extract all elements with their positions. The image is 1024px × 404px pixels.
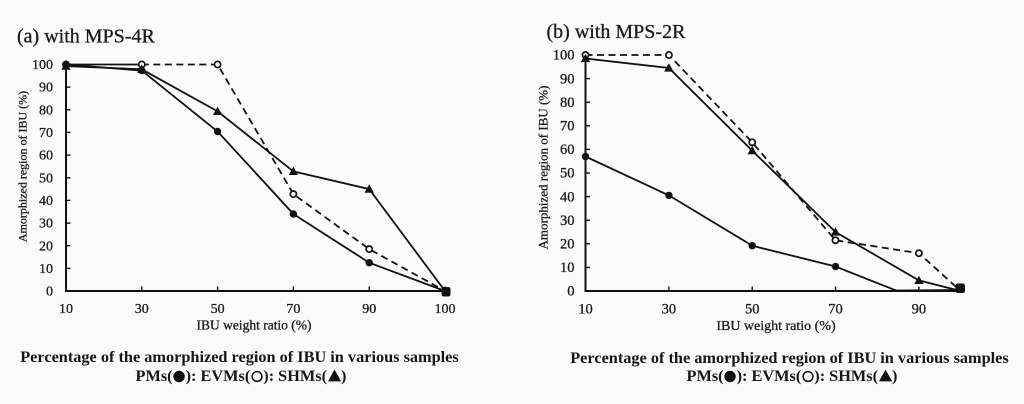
svg-text:80: 80 — [560, 95, 575, 111]
svg-text:50: 50 — [745, 302, 760, 318]
svg-text:50: 50 — [39, 171, 53, 186]
svg-text:70: 70 — [828, 302, 843, 318]
svg-text:10: 10 — [59, 302, 73, 317]
svg-text:IBU weight ratio (%): IBU weight ratio (%) — [716, 319, 836, 334]
svg-text:20: 20 — [39, 239, 53, 254]
svg-text:0: 0 — [567, 284, 574, 300]
svg-text:80: 80 — [39, 103, 53, 118]
svg-text:70: 70 — [39, 126, 53, 141]
svg-text:70: 70 — [560, 119, 575, 135]
svg-text:10: 10 — [39, 262, 53, 277]
svg-text:100: 100 — [435, 302, 456, 317]
svg-text:60: 60 — [39, 149, 53, 164]
svg-text:Amorphized region of IBU (%): Amorphized region of IBU (%) — [16, 91, 30, 242]
svg-text:10: 10 — [560, 260, 575, 276]
svg-text:30: 30 — [560, 213, 575, 229]
svg-text:20: 20 — [560, 237, 575, 253]
svg-text:40: 40 — [39, 194, 53, 209]
svg-text:70: 70 — [286, 302, 300, 317]
svg-text:(a) with MPS-4R: (a) with MPS-4R — [17, 26, 155, 48]
svg-text:90: 90 — [912, 302, 927, 318]
svg-text:30: 30 — [39, 217, 53, 232]
svg-text:30: 30 — [135, 302, 149, 317]
svg-text:50: 50 — [560, 166, 575, 182]
svg-text:10: 10 — [578, 302, 593, 318]
svg-text:Amorphized region of IBU (%): Amorphized region of IBU (%) — [536, 86, 551, 250]
svg-text:0: 0 — [46, 285, 53, 300]
svg-text:100: 100 — [32, 58, 53, 73]
svg-text:100: 100 — [553, 48, 575, 64]
svg-text:40: 40 — [560, 189, 575, 205]
svg-text:90: 90 — [362, 302, 376, 317]
svg-text:90: 90 — [560, 71, 575, 87]
svg-text:IBU weight ratio (%): IBU weight ratio (%) — [196, 318, 311, 333]
svg-text:50: 50 — [211, 302, 225, 317]
svg-text:(b) with MPS-2R: (b) with MPS-2R — [547, 21, 687, 43]
svg-text:90: 90 — [39, 81, 53, 96]
svg-text:30: 30 — [662, 302, 677, 318]
svg-text:60: 60 — [560, 142, 575, 158]
